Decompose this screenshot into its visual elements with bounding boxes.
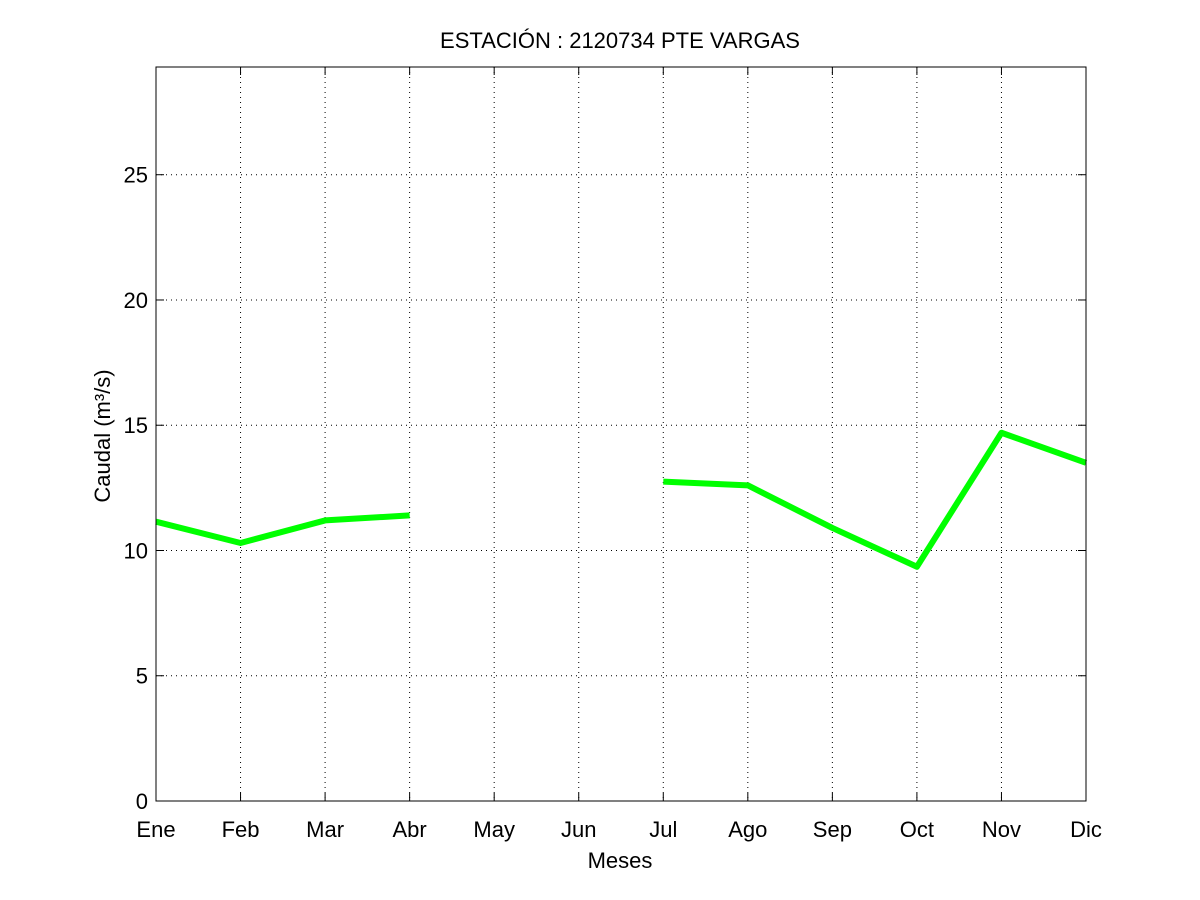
x-axis-label: Meses	[588, 848, 653, 873]
x-tick-label: Mar	[306, 817, 344, 842]
series-layer	[155, 429, 1088, 570]
grid	[156, 67, 1086, 801]
series-line-segment	[155, 512, 410, 546]
y-tick-label: 15	[124, 413, 148, 438]
plot-frame	[155, 66, 1087, 802]
y-tick-label: 0	[136, 789, 148, 814]
y-tick-label: 10	[124, 538, 148, 563]
x-tick-label: May	[473, 817, 515, 842]
x-tick-label: Nov	[982, 817, 1021, 842]
x-tick-label: Abr	[393, 817, 427, 842]
ticks: Ene Feb Mar Abr May Jun Jul Ago Sep Oct Nov Dic 0 5 10…	[124, 67, 1102, 842]
x-tick-label: Dic	[1070, 817, 1102, 842]
x-tick-label: Ago	[728, 817, 767, 842]
x-tick-label: Jun	[561, 817, 596, 842]
x-tick-label: Jul	[649, 817, 677, 842]
y-tick-label: 20	[124, 288, 148, 313]
x-tick-label: Sep	[813, 817, 852, 842]
x-tick-label: Ene	[136, 817, 175, 842]
y-axis-label: Caudal (m³/s)	[90, 369, 115, 502]
chart-title: ESTACIÓN : 2120734 PTE VARGAS	[440, 28, 800, 53]
y-tick-label: 25	[124, 163, 148, 188]
x-tick-label: Feb	[222, 817, 260, 842]
series-line-segment	[663, 429, 1088, 570]
x-tick-label: Oct	[900, 817, 934, 842]
y-tick-label: 5	[136, 664, 148, 689]
